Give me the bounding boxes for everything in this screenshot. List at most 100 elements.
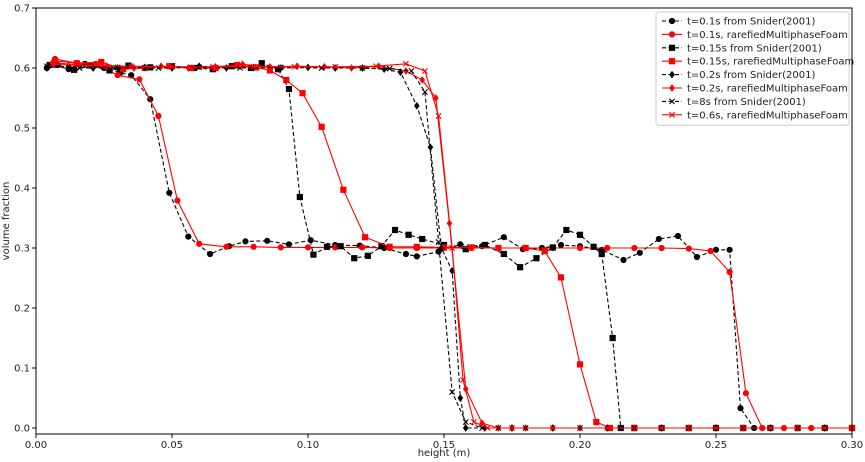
data-point: [239, 60, 246, 69]
x-marker-stroke: [373, 63, 379, 70]
data-point: [557, 241, 565, 249]
data-point: [435, 113, 442, 119]
x-marker-stroke: [449, 245, 456, 251]
data-point: [470, 419, 477, 425]
data-point: [106, 67, 113, 74]
x-marker-stroke: [421, 89, 428, 95]
data-point: [457, 394, 464, 402]
data-point: [49, 61, 56, 68]
data-point: [128, 63, 135, 70]
x-marker-stroke: [402, 60, 409, 67]
x-axis: 0.00 0.05 0.10 0.15 0.20 0.25 0.30: [25, 434, 863, 451]
data-point: [408, 68, 415, 74]
data-point: [277, 64, 284, 71]
x-marker-stroke: [332, 63, 339, 70]
data-point: [604, 244, 611, 252]
data-point: [549, 425, 556, 431]
data-point: [421, 89, 428, 95]
data-point: [576, 244, 584, 252]
legend-label: t=0.6s, rarefiedMultiphaseFoam: [687, 110, 848, 121]
data-point: [283, 76, 290, 84]
data-point: [136, 76, 143, 83]
data-point: [304, 244, 312, 251]
data-point: [620, 256, 627, 264]
data-point: [174, 197, 181, 204]
data-point: [391, 226, 399, 234]
data-point: [332, 244, 339, 251]
legend-item: t=0.15s, rarefiedMultiphaseFoam: [662, 57, 854, 68]
legend-marker: [669, 98, 675, 105]
data-point: [413, 101, 420, 110]
data-point: [457, 241, 464, 248]
data-point: [433, 94, 439, 102]
data-point: [185, 233, 192, 240]
data-point: [517, 264, 524, 271]
x-tick-label: 0.25: [705, 440, 727, 451]
data-point: [223, 243, 230, 250]
x-marker-stroke: [470, 419, 477, 425]
data-point: [196, 64, 203, 71]
data-point: [726, 268, 733, 276]
legend-marker: [668, 44, 676, 51]
data-point: [522, 244, 529, 252]
series-line: [46, 65, 852, 429]
data-point: [533, 255, 540, 262]
data-point: [576, 231, 584, 238]
x-marker-stroke: [449, 389, 456, 395]
x-marker-stroke: [435, 239, 442, 245]
x-marker-stroke: [658, 425, 665, 431]
data-point: [435, 239, 442, 245]
data-point: [310, 251, 317, 258]
data-point: [386, 243, 393, 250]
x-marker-stroke: [460, 377, 467, 383]
data-point: [604, 425, 611, 431]
y-tick-label: 0.2: [14, 304, 30, 315]
y-tick-label: 0.6: [14, 64, 30, 75]
x-marker-stroke: [386, 65, 393, 72]
data-point: [737, 405, 744, 412]
data-point: [402, 250, 410, 258]
data-point: [557, 274, 565, 281]
data-point: [712, 246, 720, 253]
x-marker-stroke: [549, 425, 556, 431]
x-marker-stroke: [484, 425, 491, 431]
x-marker-stroke: [669, 98, 675, 105]
x-marker-stroke: [767, 425, 774, 431]
data-point: [636, 249, 643, 256]
data-point: [598, 250, 605, 258]
legend-marker: [669, 111, 675, 118]
data-point: [576, 361, 584, 368]
data-point: [468, 244, 475, 251]
data-point: [405, 231, 412, 238]
x-marker-stroke: [669, 111, 675, 118]
legend-item: t=8s from Snider(2001): [662, 97, 806, 108]
data-point: [658, 244, 665, 252]
data-point: [359, 244, 366, 251]
data-point: [250, 63, 257, 70]
data-point: [155, 112, 162, 120]
x-marker-stroke: [128, 63, 135, 70]
x-marker-stroke: [713, 425, 719, 431]
x-tick-label: 0.05: [161, 440, 183, 451]
y-tick-label: 0.4: [14, 184, 30, 195]
data-point: [332, 63, 339, 70]
data-point: [509, 425, 515, 431]
legend-marker: [669, 70, 675, 79]
x-marker-stroke: [169, 63, 175, 70]
data-point: [277, 244, 284, 251]
x-axis-title: height (m): [418, 448, 471, 459]
legend-label: t=0.1s from Snider(2001): [687, 17, 815, 28]
y-tick-label: 0.5: [14, 124, 30, 135]
legend-item: t=0.15s from Snider(2001): [662, 43, 822, 54]
x-tick-label: 0.20: [569, 440, 591, 451]
data-point: [413, 253, 420, 260]
data-point: [196, 240, 203, 247]
legend-marker: [668, 58, 676, 65]
x-marker-stroke: [277, 64, 284, 71]
data-point: [43, 63, 50, 70]
series-7: [49, 60, 855, 431]
x-marker-stroke: [435, 113, 442, 119]
x-marker-stroke: [87, 62, 94, 69]
data-point: [462, 424, 469, 432]
data-point: [296, 193, 303, 201]
